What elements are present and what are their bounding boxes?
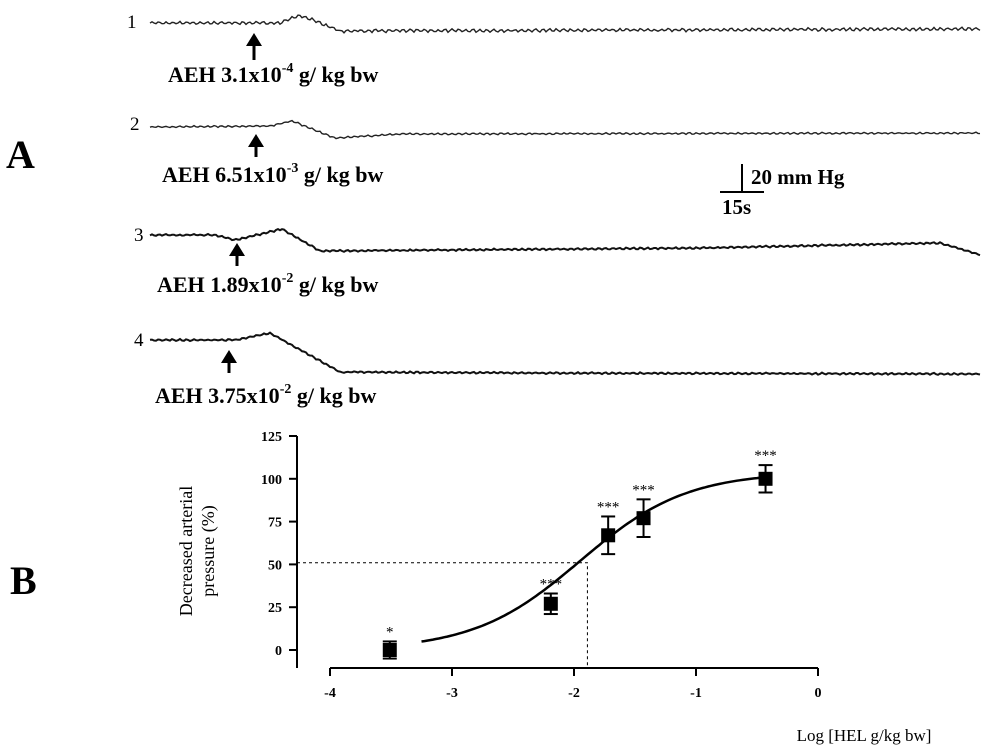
significance-label: *** [632, 482, 655, 498]
fit-curve [421, 475, 766, 643]
data-point [636, 511, 651, 526]
x-axis-title: Log [HEL g/kg bw] [797, 726, 932, 745]
y-ticks: 0 25 50 75 100 125 [261, 430, 297, 659]
x-tick-label: -2 [568, 686, 580, 701]
significance-label: * [386, 624, 394, 640]
ec50-dashed-lines [297, 562, 588, 668]
trace-3-group: 3 AEH 1.89x10-2 g/ kg bw [134, 225, 981, 297]
pressure-trace [149, 119, 981, 140]
y-axis-title-line2: pressure (%) [198, 505, 219, 596]
x-tick-label: 0 [815, 686, 822, 701]
y-tick-label: 50 [268, 558, 282, 573]
x-tick-label: -4 [324, 686, 336, 701]
significance-label: *** [597, 499, 620, 515]
data-point [758, 471, 773, 486]
trace-number: 1 [127, 12, 137, 33]
pressure-trace [149, 227, 981, 257]
scale-time-label: 15s [722, 195, 751, 219]
data-points: ************* [382, 448, 777, 660]
scale-pressure-label: 20 mm Hg [751, 165, 845, 189]
y-tick-label: 100 [261, 473, 282, 488]
dose-label: AEH 3.1x10-4 g/ kg bw [168, 61, 378, 87]
y-tick-label: 0 [275, 644, 282, 659]
pressure-trace [149, 331, 981, 376]
pressure-trace [149, 14, 981, 34]
trace-number: 4 [134, 330, 144, 351]
y-tick-label: 25 [268, 601, 282, 616]
panel-a-letter: A [6, 132, 35, 177]
scale-bar: 20 mm Hg 15s [720, 164, 845, 219]
x-tick-label: -3 [446, 686, 458, 701]
data-point [601, 528, 616, 543]
significance-label: *** [754, 448, 777, 464]
arrow-up-icon [246, 33, 262, 60]
trace-number: 2 [130, 114, 140, 135]
x-ticks: -4 -3 -2 -1 0 [324, 668, 822, 701]
arrow-up-icon [221, 350, 237, 373]
dose-label: AEH 1.89x10-2 g/ kg bw [157, 271, 378, 297]
trace-number: 3 [134, 225, 144, 246]
x-tick-label: -1 [690, 686, 702, 701]
y-tick-label: 125 [261, 430, 282, 445]
panel-b-letter: B [10, 558, 37, 603]
y-tick-label: 75 [268, 516, 282, 531]
data-point [543, 596, 558, 611]
dose-label: AEH 3.75x10-2 g/ kg bw [155, 382, 376, 408]
significance-label: *** [540, 577, 563, 593]
arrow-up-icon [229, 243, 245, 266]
trace-2-group: 2 AEH 6.51x10-3 g/ kg bw [130, 114, 981, 187]
dose-label: AEH 6.51x10-3 g/ kg bw [162, 161, 383, 187]
trace-1-group: 1 AEH 3.1x10-4 g/ kg bw [127, 12, 981, 87]
trace-4-group: 4 AEH 3.75x10-2 g/ kg bw [134, 330, 981, 408]
arrow-up-icon [248, 134, 264, 157]
y-axis-title-line1: Decreased arterial [176, 486, 196, 616]
data-point [382, 643, 397, 657]
